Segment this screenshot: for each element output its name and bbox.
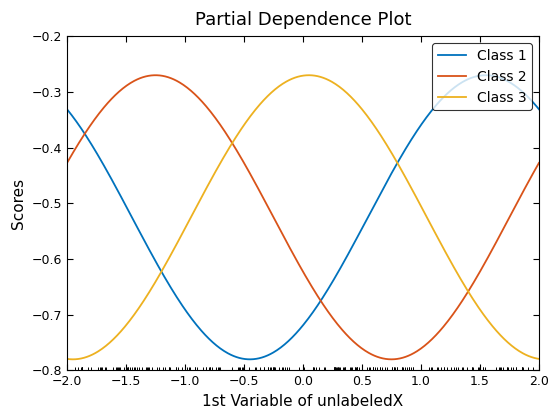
Class 1 bbox=[535, 107, 542, 112]
Class 3 bbox=[289, 76, 296, 81]
Class 3 bbox=[526, 354, 533, 359]
Class 1 bbox=[320, 294, 326, 299]
Class 1 bbox=[64, 107, 71, 112]
Class 1 bbox=[246, 357, 253, 362]
Class 2 bbox=[535, 160, 542, 165]
Class 2 bbox=[292, 255, 298, 260]
Class 1 bbox=[483, 73, 489, 78]
Class 3 bbox=[321, 76, 328, 81]
Class 2 bbox=[289, 249, 296, 255]
Class 1 bbox=[451, 85, 458, 90]
Class 3 bbox=[306, 73, 312, 78]
Y-axis label: Scores: Scores bbox=[11, 178, 26, 229]
X-axis label: 1st Variable of unlabeledX: 1st Variable of unlabeledX bbox=[202, 394, 404, 409]
Class 2 bbox=[152, 73, 159, 78]
Class 1 bbox=[526, 96, 533, 101]
Class 2 bbox=[526, 177, 533, 182]
Legend: Class 1, Class 2, Class 3: Class 1, Class 2, Class 3 bbox=[432, 43, 532, 110]
Title: Partial Dependence Plot: Partial Dependence Plot bbox=[195, 11, 411, 29]
Class 1 bbox=[346, 250, 352, 255]
Class 3 bbox=[452, 268, 459, 273]
Class 3 bbox=[347, 93, 353, 98]
Class 2 bbox=[64, 160, 71, 165]
Class 3 bbox=[535, 357, 542, 362]
Class 3 bbox=[292, 75, 298, 80]
Class 2 bbox=[388, 357, 395, 362]
Class 2 bbox=[452, 308, 459, 313]
Class 2 bbox=[320, 302, 326, 307]
Class 3 bbox=[69, 357, 76, 362]
Class 1 bbox=[289, 335, 296, 340]
Line: Class 1: Class 1 bbox=[67, 75, 539, 360]
Class 3 bbox=[64, 357, 71, 362]
Line: Class 3: Class 3 bbox=[67, 75, 539, 360]
Line: Class 2: Class 2 bbox=[67, 75, 539, 360]
Class 2 bbox=[346, 335, 352, 340]
Class 1 bbox=[292, 332, 298, 337]
